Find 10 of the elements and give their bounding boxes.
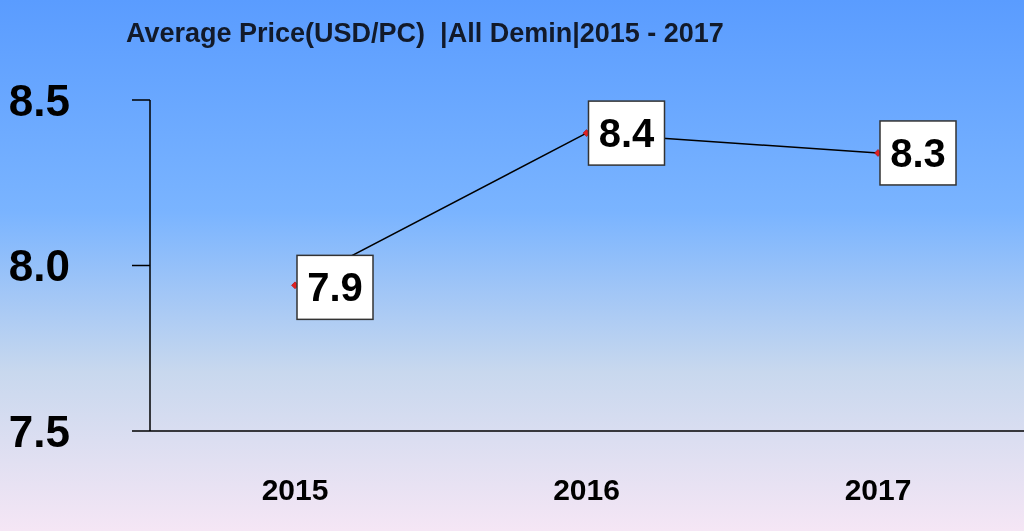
chart-title: Average Price(USD/PC) |All Demin|2015 - 2017 <box>126 18 724 49</box>
x-tick-label: 2016 <box>553 473 620 507</box>
y-tick-label: 8.5 <box>8 75 70 125</box>
x-tick-label: 2017 <box>844 473 912 507</box>
y-tick-label: 8.0 <box>8 241 70 291</box>
data-label: 8.4 <box>598 111 656 156</box>
data-label: 7.9 <box>307 265 363 310</box>
y-tick-label: 7.5 <box>8 406 70 456</box>
x-tick-label: 2015 <box>261 473 329 507</box>
data-label: 8.3 <box>890 130 946 175</box>
